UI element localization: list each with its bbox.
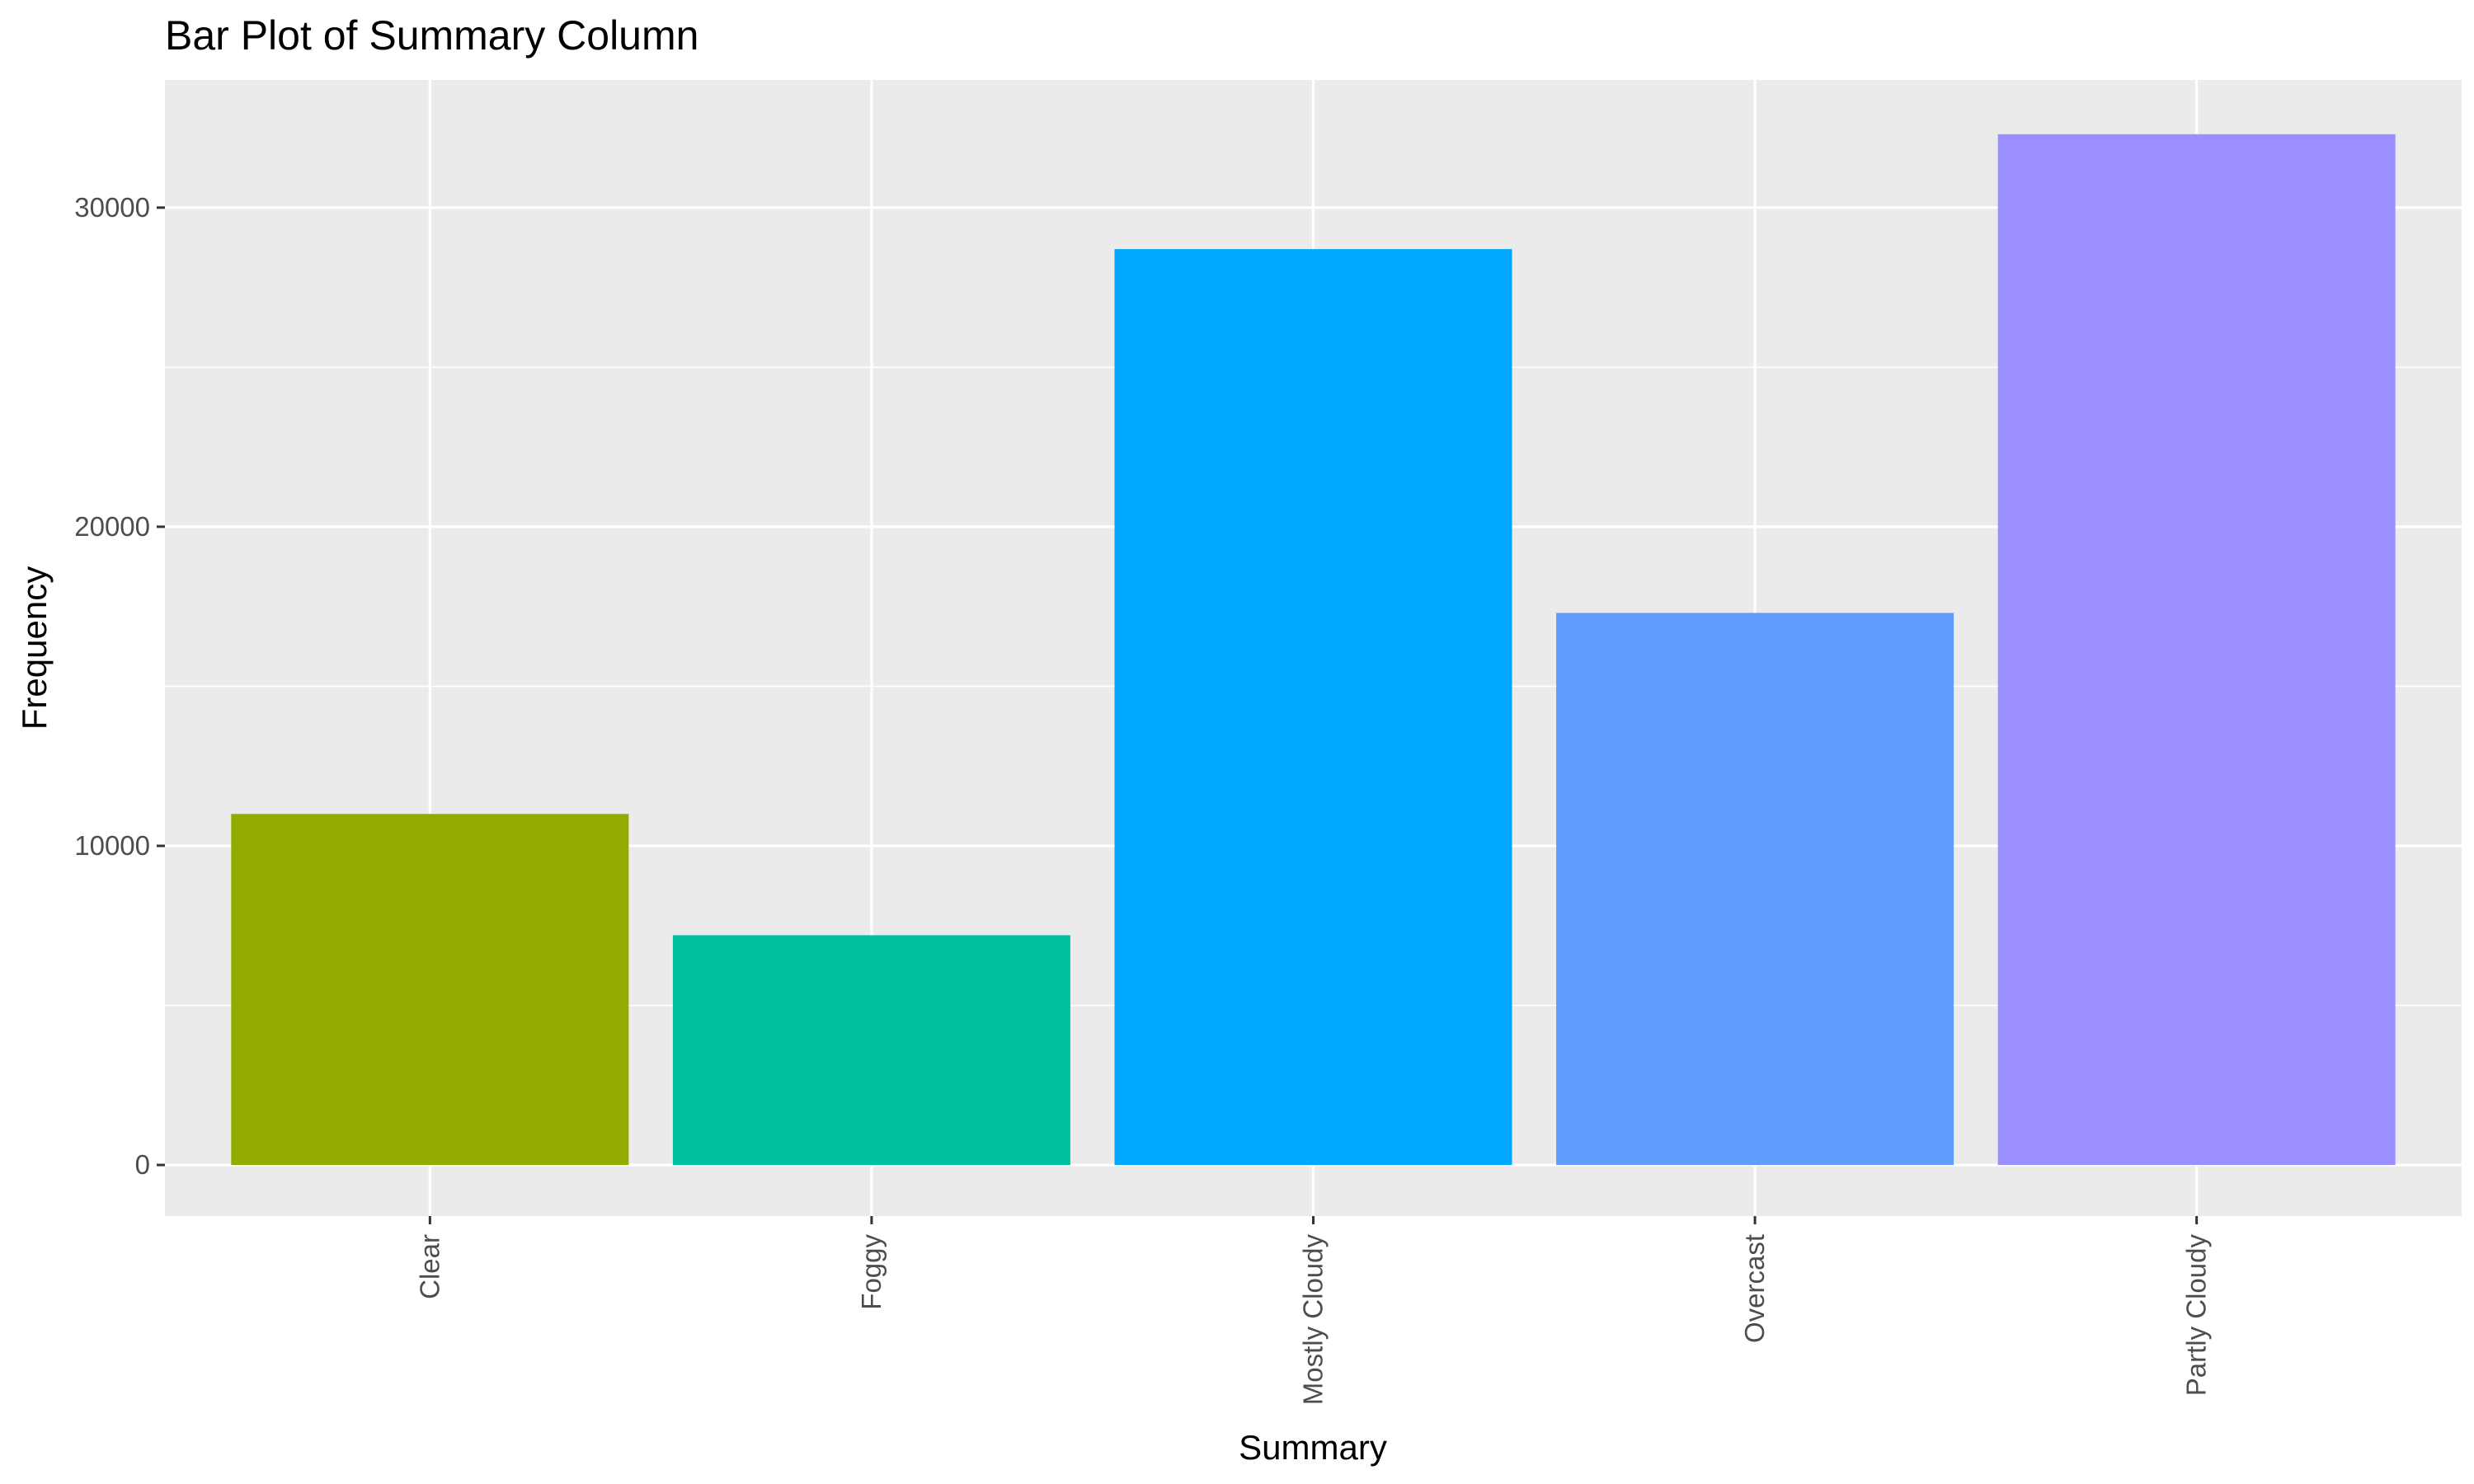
y-tick-label: 20000 xyxy=(74,511,150,542)
y-tick-label: 0 xyxy=(135,1149,150,1180)
x-axis: Clear Foggy Mostly Cloudy Overcast Partly Cl… xyxy=(414,1216,2212,1406)
y-tick-label: 10000 xyxy=(74,830,150,861)
y-tick-label: 30000 xyxy=(74,192,150,223)
bar-foggy xyxy=(672,935,1070,1166)
x-tick-label: Mostly Cloudy xyxy=(1298,1234,1329,1406)
y-axis: 0 10000 20000 30000 xyxy=(74,192,165,1180)
bar-mostly-cloudy xyxy=(1114,249,1512,1166)
x-tick-label: Partly Cloudy xyxy=(2181,1234,2212,1397)
bars xyxy=(231,134,2396,1166)
x-tick-label: Foggy xyxy=(856,1234,887,1310)
bar-overcast xyxy=(1556,613,1954,1166)
y-axis-title: Frequency xyxy=(15,566,54,730)
chart-title: Bar Plot of Summary Column xyxy=(165,12,698,59)
bar-clear xyxy=(231,814,629,1166)
x-axis-title: Summary xyxy=(1239,1428,1387,1467)
x-tick-label: Clear xyxy=(414,1234,444,1299)
bar-partly-cloudy xyxy=(1997,134,2396,1166)
x-tick-label: Overcast xyxy=(1739,1234,1770,1343)
